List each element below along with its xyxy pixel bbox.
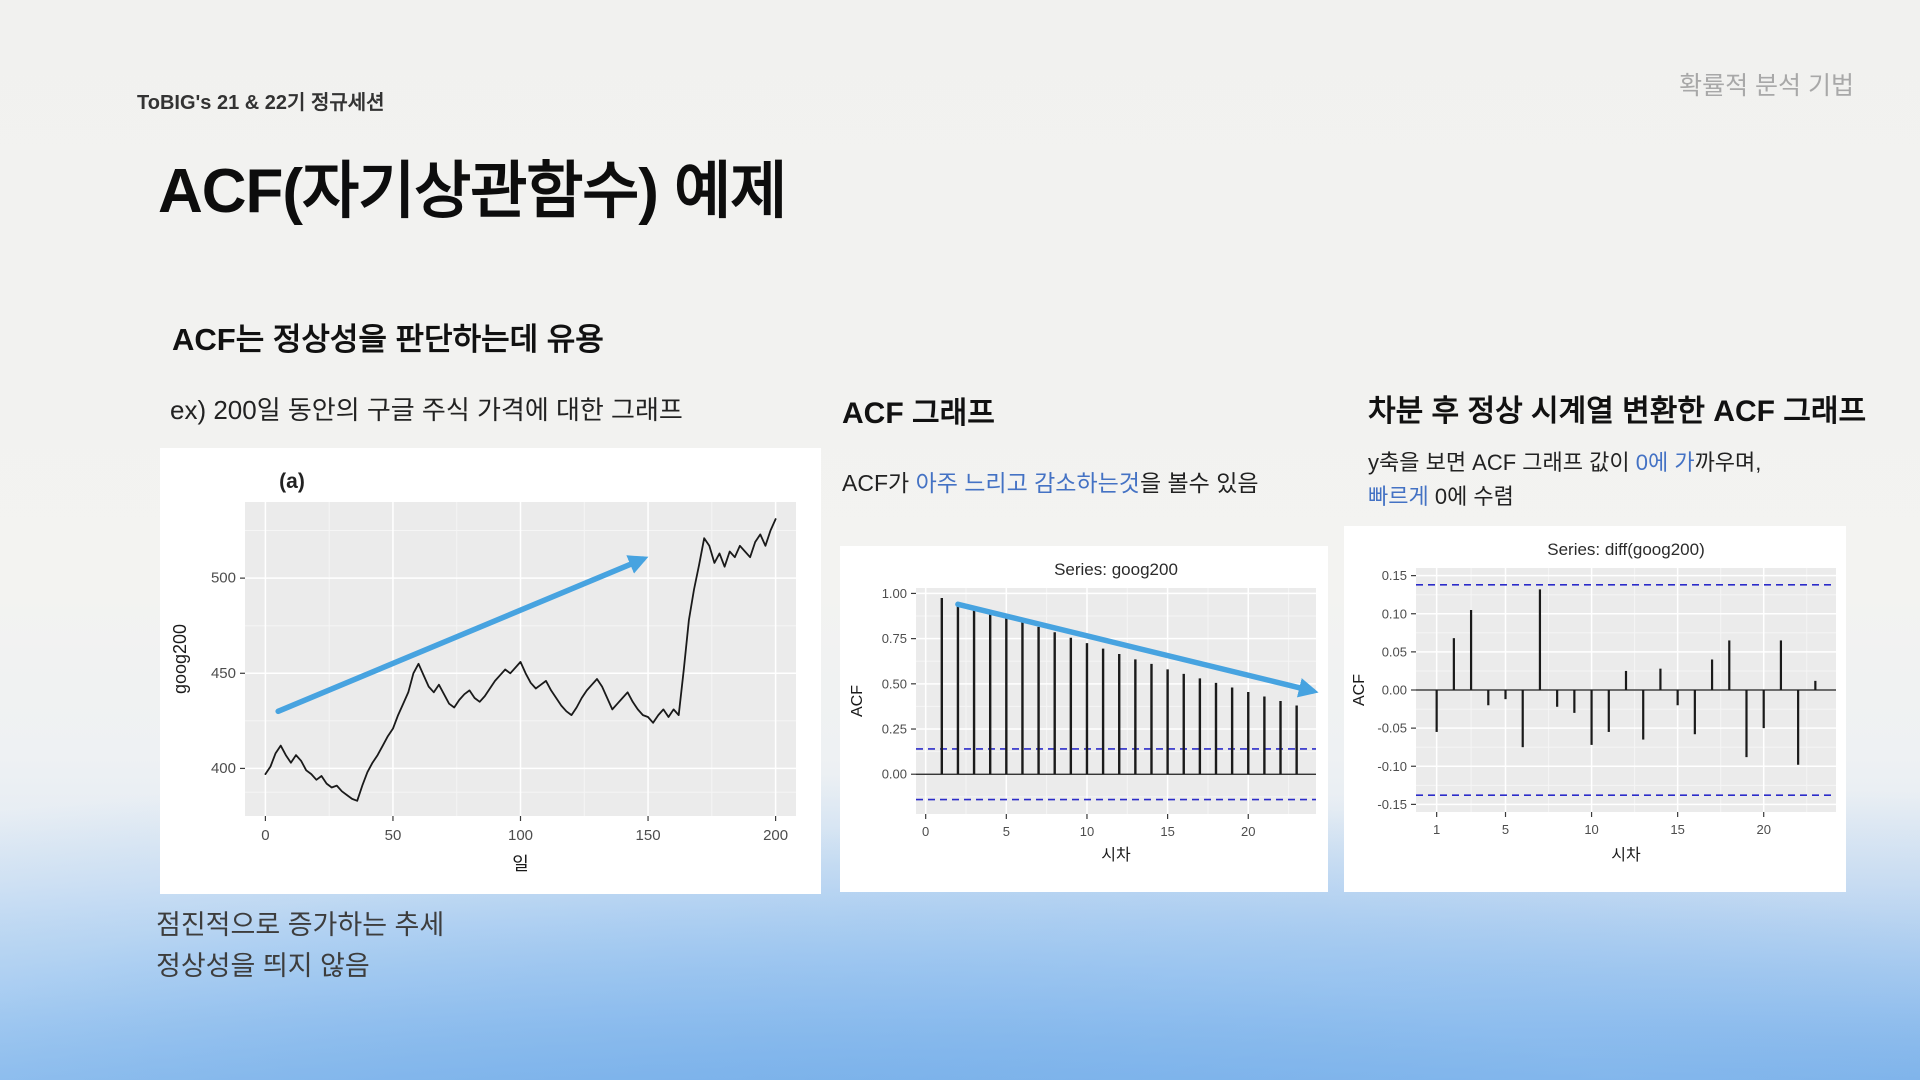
svg-text:-0.10: -0.10 [1377,759,1407,774]
svg-text:5: 5 [1003,824,1010,839]
diff-acf-heading: 차분 후 정상 시계열 변환한 ACF 그래프 [1368,395,1867,428]
svg-text:150: 150 [636,827,661,844]
slide-subtitle: ACF는 정상성을 판단하는데 유용 [172,322,604,357]
slide-title: ACF(자기상관함수) 예제 [158,157,787,226]
acf-diff-chart-card: 1 5 10 15 20 -0.15 -0.10 -0.05 0.00 0.05 0.10 0.15 S… [1344,526,1846,892]
svg-text:50: 50 [385,827,402,844]
svg-text:500: 500 [211,570,236,587]
svg-text:ACF: ACF [849,685,866,717]
svg-text:5: 5 [1502,822,1509,837]
chart-svg-goog200_price: 0 50 100 150 200 400 450 500 (a) 일 goog200 [170,470,796,874]
diff-desc-suffix-1: 까우며, [1694,450,1762,475]
svg-text:20: 20 [1756,822,1770,837]
svg-text:0.15: 0.15 [1382,568,1407,583]
svg-text:-0.05: -0.05 [1377,721,1407,736]
svg-text:0: 0 [261,827,269,844]
svg-text:0.25: 0.25 [882,722,907,737]
chart-svg-acf_diff_goog200: 1 5 10 15 20-0.15-0.10-0.050.000.050.100.15S… [1351,540,1836,864]
svg-text:1: 1 [1433,822,1440,837]
chart-svg-acf_goog200: 0 5 10 15 20 0.00 0.25 0.50 0.75 1.00 Series: goog… [849,560,1319,864]
diff-desc-line-1: y축을 보면 ACF 그래프 값이 0에 가까우며, [1368,446,1761,480]
svg-text:-0.15: -0.15 [1377,797,1407,812]
svg-text:시차: 시차 [1101,846,1131,864]
svg-text:0.50: 0.50 [882,676,907,691]
svg-text:0.75: 0.75 [882,631,907,646]
example-caption: ex) 200일 동안의 구글 주식 가격에 대한 그래프 [170,395,683,425]
diff-desc-highlight-2: 빠르게 [1368,484,1429,510]
svg-text:0.05: 0.05 [1382,644,1407,659]
svg-text:15: 15 [1670,822,1684,837]
svg-text:0.00: 0.00 [882,767,907,782]
svg-text:10: 10 [1080,824,1094,839]
svg-text:400: 400 [211,760,236,777]
acf-graph-description: ACF가 아주 느리고 감소하는것을 볼수 있음 [842,464,1259,498]
svg-text:1.00: 1.00 [882,586,907,601]
svg-text:450: 450 [211,665,236,682]
left-chart-note: 점진적으로 증가하는 추세 정상성을 띄지 않음 [156,905,444,986]
svg-text:Series: goog200: Series: goog200 [1054,560,1178,579]
svg-text:15: 15 [1160,824,1174,839]
svg-text:(a): (a) [279,470,305,493]
diff-desc-highlight-1: 0에 가 [1635,450,1695,475]
svg-text:일: 일 [512,854,529,874]
diff-acf-description: y축을 보면 ACF 그래프 값이 0에 가까우며, 빠르게 0에 수렴 [1368,446,1761,514]
svg-text:0.00: 0.00 [1382,683,1407,698]
note-line-2: 정상성을 띄지 않음 [156,950,370,981]
acf-desc-prefix: ACF가 [842,470,916,496]
acf-graph-heading: ACF 그래프 [842,397,995,430]
acf-goog200-chart-card: 0 5 10 15 20 0.00 0.25 0.50 0.75 1.00 Series: goog… [840,546,1328,892]
diff-desc-prefix: y축을 보면 ACF 그래프 값이 [1368,450,1636,475]
svg-text:Series: diff(goog200): Series: diff(goog200) [1547,540,1705,559]
diff-desc-suffix-2: 0에 수렴 [1428,484,1514,510]
svg-text:goog200: goog200 [170,624,190,694]
svg-text:200: 200 [763,827,788,844]
svg-text:0: 0 [922,824,929,839]
topic-label: 확률적 분석 기법 [1679,72,1854,100]
svg-text:ACF: ACF [1351,674,1368,706]
acf-desc-highlight: 아주 느리고 감소하는것 [915,470,1140,496]
svg-text:100: 100 [508,827,533,844]
svg-text:20: 20 [1241,824,1255,839]
svg-text:0.10: 0.10 [1382,606,1407,621]
diff-desc-line-2: 빠르게 0에 수렴 [1368,480,1761,514]
session-label: ToBIG's 21 & 22기 정규세션 [137,92,385,114]
svg-text:시차: 시차 [1611,846,1641,864]
note-line-1: 점진적으로 증가하는 추세 [156,910,445,940]
acf-desc-suffix: 을 볼수 있음 [1139,470,1259,496]
svg-text:10: 10 [1584,822,1598,837]
google-stock-chart-card: 0 50 100 150 200 400 450 500 (a) 일 goog200 [160,448,821,894]
